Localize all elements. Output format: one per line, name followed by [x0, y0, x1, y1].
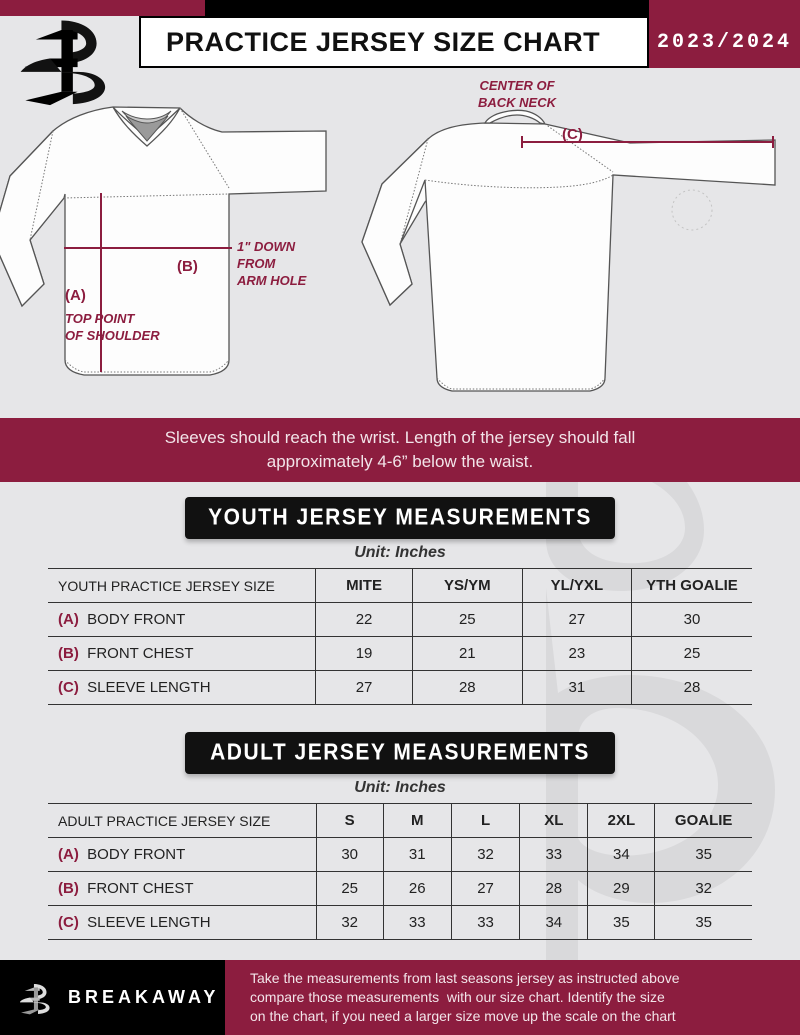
svg-text:FROM: FROM	[237, 256, 276, 271]
svg-text:1" DOWN: 1" DOWN	[237, 239, 296, 254]
svg-text:CENTER OF: CENTER OF	[479, 78, 555, 93]
svg-text:OF SHOULDER: OF SHOULDER	[65, 328, 160, 343]
svg-text:(C): (C)	[562, 126, 583, 143]
svg-text:TOP POINT: TOP POINT	[65, 311, 135, 326]
svg-text:ARM HOLE: ARM HOLE	[236, 273, 307, 288]
svg-text:(B): (B)	[177, 258, 198, 275]
svg-text:BACK NECK: BACK NECK	[478, 95, 558, 110]
svg-text:(A): (A)	[65, 287, 86, 304]
